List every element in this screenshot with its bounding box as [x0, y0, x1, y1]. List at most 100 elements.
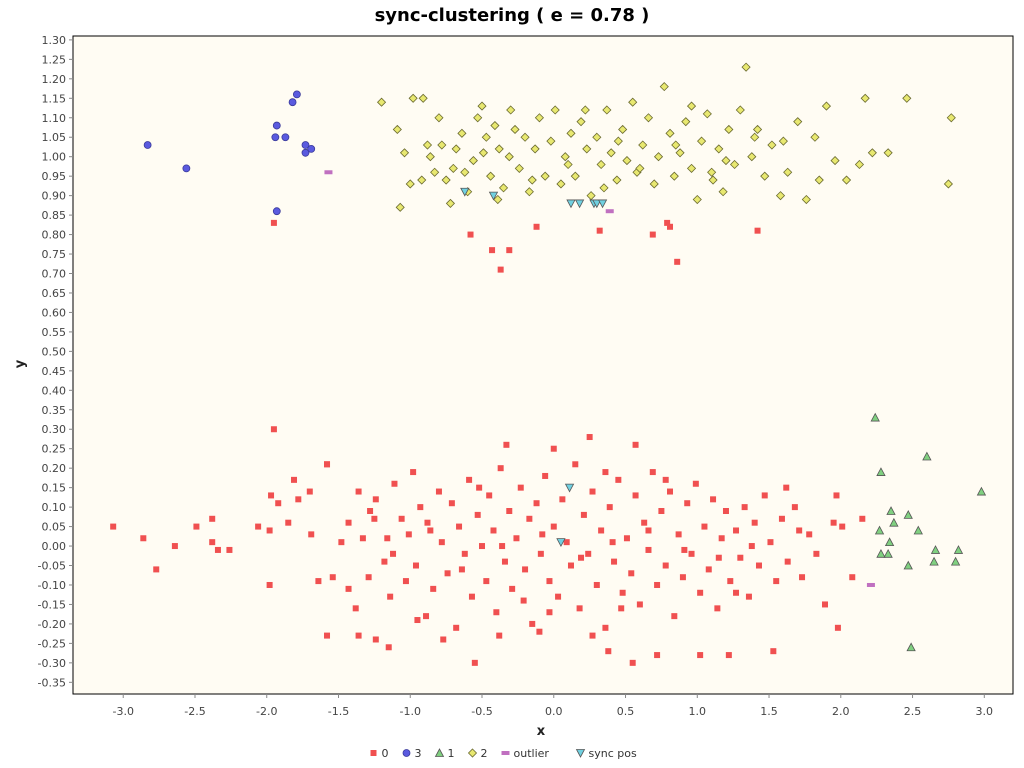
data-point: [635, 163, 645, 173]
data-point: [574, 199, 585, 209]
y-tick-label: -0.05: [38, 560, 66, 573]
data-point: [550, 445, 557, 452]
data-point: [796, 527, 803, 534]
data-point: [489, 247, 496, 254]
data-point: [566, 199, 576, 209]
data-point: [596, 159, 606, 170]
y-tick-label: 0.90: [42, 190, 67, 203]
data-point: [499, 543, 506, 550]
data-point: [730, 159, 740, 170]
data-point: [270, 426, 277, 433]
y-tick-label: 0.75: [42, 248, 67, 261]
data-point: [226, 546, 233, 553]
data-point: [563, 539, 570, 546]
data-point: [950, 556, 961, 566]
data-point: [701, 523, 708, 530]
data-point: [576, 117, 586, 127]
data-point: [385, 644, 392, 651]
data-point: [506, 105, 516, 115]
data-point: [466, 476, 473, 483]
data-point: [710, 496, 717, 503]
data-point: [649, 469, 656, 476]
data-point: [659, 82, 669, 92]
data-point: [876, 548, 886, 558]
data-point: [697, 652, 704, 659]
data-point: [539, 531, 546, 538]
legend-marker: [501, 751, 510, 755]
data-point: [791, 504, 798, 511]
data-point: [372, 496, 379, 503]
data-point: [520, 132, 530, 142]
data-point: [494, 144, 504, 154]
data-point: [913, 525, 923, 535]
data-point: [405, 179, 415, 189]
data-point: [902, 93, 912, 103]
data-point: [645, 546, 652, 553]
data-point: [524, 187, 534, 197]
data-point: [632, 441, 639, 448]
data-point: [384, 535, 391, 542]
data-point: [488, 191, 499, 201]
data-point: [270, 219, 277, 226]
data-point: [468, 156, 478, 166]
data-point: [570, 171, 580, 181]
data-point: [592, 132, 602, 142]
data-point: [667, 488, 674, 495]
y-tick-label: 0.05: [42, 521, 67, 534]
data-point: [513, 535, 520, 542]
data-point: [613, 136, 623, 146]
data-point: [437, 140, 447, 150]
data-point: [778, 515, 785, 522]
data-point: [783, 167, 793, 177]
data-point: [813, 550, 820, 557]
data-point: [438, 539, 445, 546]
x-axis: -3.0 -2.5 -2.0 -1.5 -1.0 -0.5 0.0 0.5 1.0 1.5 2.0 2…: [112, 694, 993, 718]
data-point: [453, 624, 460, 631]
x-tick-label: -2.0: [256, 705, 277, 718]
data-point: [530, 144, 540, 154]
data-point: [767, 539, 774, 546]
data-point: [288, 98, 297, 107]
data-point: [681, 546, 688, 553]
series-outlier: [324, 170, 875, 587]
x-tick-label: 2.5: [904, 705, 922, 718]
data-point: [586, 434, 593, 441]
data-point: [434, 113, 444, 123]
x-tick-label: -0.5: [471, 705, 492, 718]
data-point: [381, 558, 388, 565]
data-point: [585, 550, 592, 557]
x-tick-label: 3.0: [976, 705, 994, 718]
legend: 0 3 1 2 outlier sync pos: [370, 747, 637, 760]
data-point: [767, 140, 777, 150]
data-point: [725, 652, 732, 659]
y-tick-label: 0.20: [42, 462, 67, 475]
data-point: [833, 492, 840, 499]
data-point: [408, 93, 418, 103]
data-point: [324, 461, 331, 468]
data-point: [793, 117, 803, 127]
data-point: [664, 219, 671, 226]
data-point: [618, 124, 628, 135]
data-point: [714, 144, 724, 154]
data-point: [272, 207, 281, 216]
data-point: [272, 121, 281, 130]
data-point: [751, 519, 758, 526]
data-point: [171, 543, 178, 550]
data-point: [352, 605, 359, 612]
data-point: [593, 581, 600, 588]
data-point: [372, 636, 379, 643]
data-point: [674, 258, 681, 265]
data-point: [876, 467, 886, 476]
legend-item: 2: [467, 747, 488, 760]
data-point: [705, 566, 712, 573]
data-point: [405, 531, 412, 538]
data-point: [467, 231, 474, 238]
data-point: [458, 566, 465, 573]
data-point: [605, 648, 612, 655]
data-point: [707, 167, 717, 177]
x-tick-label: -3.0: [112, 705, 133, 718]
data-point: [567, 562, 574, 569]
y-tick-label: 0.25: [42, 443, 67, 456]
x-tick-label: 2.0: [832, 705, 850, 718]
data-point: [503, 441, 510, 448]
